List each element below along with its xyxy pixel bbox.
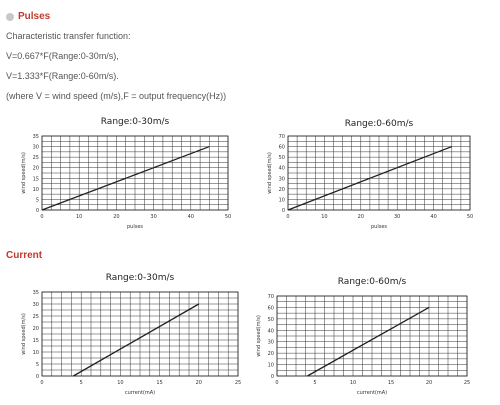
y-tick-label: 20	[279, 187, 285, 193]
x-axis-label: current(mA)	[357, 390, 387, 396]
y-tick-label: 10	[33, 187, 39, 193]
y-axis-label: wind speed(m/s)	[267, 152, 273, 194]
y-tick-label: 35	[33, 290, 39, 296]
y-tick-label: 0	[36, 208, 39, 214]
x-tick-label: 40	[430, 214, 436, 220]
y-tick-label: 30	[268, 340, 274, 346]
x-tick-label: 10	[76, 214, 82, 220]
y-tick-label: 0	[271, 374, 274, 380]
y-tick-label: 60	[279, 145, 285, 151]
x-tick-label: 10	[321, 214, 327, 220]
x-tick-label: 25	[235, 380, 241, 386]
chart-current-range-30: Range:0-30m/s 0 5 10 15 20 25 0 5 10 15 20 25 30 35 cur…	[21, 273, 241, 396]
chart-title: Range:0-30m/s	[106, 273, 175, 283]
x-tick-label: 5	[80, 380, 83, 386]
chart-title: Range:0-30m/s	[101, 117, 170, 127]
x-tick-label: 30	[394, 214, 400, 220]
x-tick-label: 50	[225, 214, 231, 220]
plot-frame	[41, 291, 239, 377]
y-tick-label: 25	[33, 155, 39, 161]
plot-frame	[287, 135, 471, 211]
transfer-function-intro: Characteristic transfer function:	[6, 31, 131, 41]
y-tick-label: 20	[268, 351, 274, 357]
pulses-heading-label: Pulses	[18, 11, 51, 22]
plot-frame	[41, 135, 229, 211]
y-tick-label: 10	[268, 363, 274, 369]
x-tick-label: 5	[313, 380, 316, 386]
chart-pulses-range-60: Range:0-60m/s 0 10 20 30 40 50 0 10 20 30 40 50 60 70 p…	[267, 119, 473, 230]
x-axis-label: pulses	[371, 224, 387, 230]
bullet-icon	[6, 12, 14, 21]
chart-current-range-60: Range:0-60m/s 0 5 10 15 20 25 0 10 20 30 40 50 60 70 cu…	[256, 277, 470, 396]
x-tick-label: 20	[196, 380, 202, 386]
plot-frame	[276, 295, 468, 377]
series-line	[307, 306, 430, 377]
y-tick-label: 15	[33, 176, 39, 182]
y-tick-label: 30	[279, 176, 285, 182]
y-tick-label: 20	[33, 166, 39, 172]
chart-title: Range:0-60m/s	[338, 277, 407, 287]
y-tick-label: 5	[36, 362, 39, 368]
y-tick-label: 60	[268, 305, 274, 311]
x-tick-label: 0	[40, 214, 43, 220]
y-tick-label: 40	[268, 328, 274, 334]
x-axis-label: pulses	[127, 224, 143, 230]
current-heading-label: Current	[6, 250, 43, 261]
y-axis-label: wind speed(m/s)	[21, 313, 27, 355]
x-tick-label: 20	[358, 214, 364, 220]
series-line	[41, 145, 210, 211]
x-tick-label: 20	[113, 214, 119, 220]
chart-title: Range:0-60m/s	[345, 119, 414, 129]
y-tick-label: 0	[36, 374, 39, 380]
x-tick-label: 25	[464, 380, 470, 386]
y-tick-label: 10	[33, 350, 39, 356]
x-tick-label: 0	[286, 214, 289, 220]
x-tick-label: 30	[150, 214, 156, 220]
x-tick-label: 0	[275, 380, 278, 386]
y-tick-label: 70	[279, 134, 285, 140]
y-tick-label: 25	[33, 314, 39, 320]
chart-pulses-range-30: Range:0-30m/s 0 10 20 30 40 50 0 5 10 15 20 25 30 35 pu…	[21, 117, 231, 230]
y-tick-label: 40	[279, 166, 285, 172]
x-tick-label: 0	[40, 380, 43, 386]
y-axis-label: wind speed(m/s)	[21, 152, 27, 194]
y-tick-label: 50	[268, 317, 274, 323]
y-tick-label: 50	[279, 155, 285, 161]
formula-range-30: V=0.667*F(Range:0-30m/s),	[6, 51, 119, 61]
x-axis-label: current(mA)	[125, 390, 155, 396]
y-tick-label: 0	[282, 208, 285, 214]
x-tick-label: 10	[350, 380, 356, 386]
y-axis-label: wind speed(m/s)	[256, 315, 262, 357]
x-tick-label: 50	[467, 214, 473, 220]
y-tick-label: 15	[33, 338, 39, 344]
x-tick-label: 40	[188, 214, 194, 220]
current-heading: Current	[6, 250, 42, 261]
x-tick-label: 20	[426, 380, 432, 386]
y-tick-label: 70	[268, 294, 274, 300]
series-line	[73, 303, 200, 377]
y-tick-label: 5	[36, 197, 39, 203]
x-tick-label: 10	[117, 380, 123, 386]
formula-range-60: V=1.333*F(Range:0-60m/s).	[6, 71, 119, 81]
y-tick-label: 35	[33, 134, 39, 140]
y-tick-label: 30	[33, 302, 39, 308]
y-tick-label: 30	[33, 145, 39, 151]
series-line	[287, 145, 453, 211]
formula-legend: (where V = wind speed (m/s),F = output f…	[6, 91, 227, 101]
y-tick-label: 10	[279, 197, 285, 203]
pulses-heading: Pulses	[6, 11, 50, 22]
x-tick-label: 15	[156, 380, 162, 386]
x-tick-label: 15	[388, 380, 394, 386]
y-tick-label: 20	[33, 326, 39, 332]
